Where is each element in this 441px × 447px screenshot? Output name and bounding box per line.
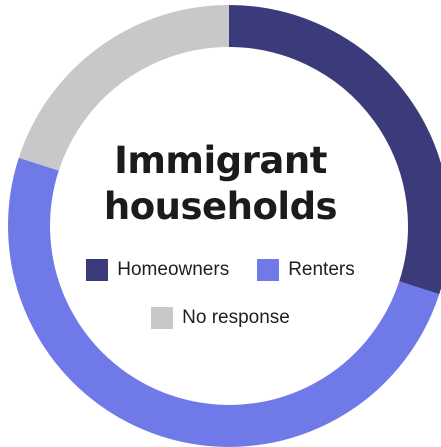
legend-swatch-renters — [257, 259, 280, 281]
legend-item-no-response: No response — [151, 307, 290, 329]
legend-item-homeowners: Homeowners — [86, 259, 229, 281]
chart-title-line-2: households — [103, 185, 338, 228]
legend-label-renters: Renters — [288, 259, 355, 280]
chart-title-line-1: Immigrant — [114, 139, 327, 182]
legend-item-renters: Renters — [257, 259, 355, 281]
legend-label-homeowners: Homeowners — [117, 259, 230, 280]
donut-segment-renters — [8, 157, 440, 447]
donut-segment-homeowners — [228, 5, 441, 295]
legend-swatch-homeowners — [86, 259, 109, 281]
donut-segment-no-response — [18, 5, 230, 172]
legend-label-no-response: No response — [182, 307, 290, 328]
legend-swatch-no-response — [151, 307, 174, 329]
legend-row-2: No response — [0, 307, 441, 329]
legend-row-1: Homeowners Renters — [0, 259, 441, 281]
